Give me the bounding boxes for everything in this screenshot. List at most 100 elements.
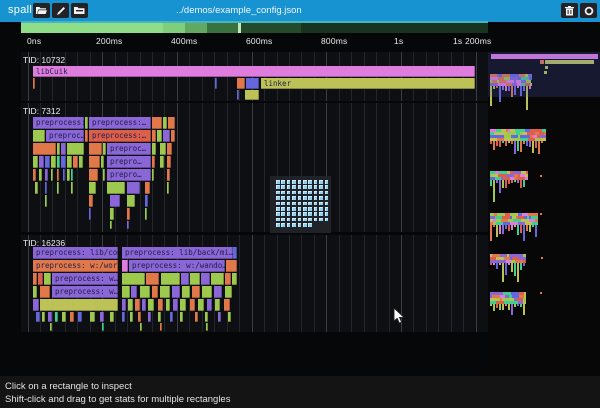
flame-rectangle[interactable] [233, 247, 237, 259]
flame-rectangle[interactable]: prepro… [107, 169, 151, 181]
flame-rectangle[interactable] [163, 117, 167, 129]
flame-rectangle[interactable] [73, 156, 78, 168]
flame-rectangle[interactable] [130, 312, 133, 322]
flame-rectangle[interactable] [33, 156, 38, 168]
flame-rectangle[interactable] [67, 156, 72, 168]
flame-rectangle[interactable] [42, 312, 45, 322]
flame-rectangle[interactable] [246, 78, 259, 89]
flame-rectangle[interactable] [57, 156, 60, 168]
flame-rectangle[interactable]: preprocess:… [33, 117, 84, 129]
flame-rectangle[interactable] [158, 299, 163, 311]
flame-rectangle[interactable] [40, 286, 50, 298]
flame-rectangle[interactable] [198, 299, 204, 311]
flame-rectangle[interactable] [163, 130, 170, 142]
flame-rectangle[interactable] [78, 312, 82, 322]
flame-rectangle[interactable] [110, 208, 114, 220]
flame-rectangle[interactable] [205, 312, 208, 322]
flame-rectangle[interactable] [167, 182, 169, 194]
flame-rectangle[interactable] [100, 312, 104, 322]
flame-rectangle[interactable] [148, 299, 154, 311]
flame-rectangle[interactable] [45, 156, 50, 168]
flame-rectangle[interactable] [122, 299, 126, 311]
flame-rectangle[interactable] [225, 286, 232, 298]
flame-rectangle[interactable] [228, 312, 231, 322]
flame-rectangle[interactable] [190, 273, 200, 285]
flame-rectangle[interactable]: preproc… [107, 143, 151, 155]
flame-rectangle[interactable]: preprocess: w… [52, 273, 118, 285]
flame-rectangle[interactable] [148, 312, 151, 322]
flame-rectangle[interactable] [67, 169, 70, 181]
flame-rectangle[interactable] [45, 195, 47, 207]
flame-rectangle[interactable] [152, 143, 156, 155]
minimap[interactable] [488, 52, 600, 376]
flame-rectangle[interactable] [39, 156, 44, 168]
flame-rectangle[interactable] [215, 78, 217, 89]
flame-rectangle[interactable] [173, 299, 178, 311]
flame-rectangle[interactable] [48, 312, 52, 322]
flame-rectangle[interactable] [33, 143, 56, 155]
flame-rectangle[interactable] [138, 312, 141, 322]
settings-button[interactable] [580, 3, 597, 18]
flame-rectangle[interactable] [215, 299, 220, 311]
flame-rectangle[interactable] [33, 286, 37, 298]
flame-rectangle[interactable] [103, 143, 106, 155]
flame-rectangle[interactable]: libCuik [33, 66, 475, 77]
flame-rectangle[interactable] [33, 78, 35, 89]
flame-rectangle[interactable] [38, 273, 43, 285]
flame-rectangle[interactable] [166, 299, 170, 311]
flame-rectangle[interactable] [45, 169, 48, 181]
flame-rectangle[interactable] [103, 169, 105, 181]
flame-rectangle[interactable] [140, 286, 150, 298]
flame-rectangle[interactable] [127, 208, 130, 220]
flame-rectangle[interactable] [122, 273, 145, 285]
flame-rectangle[interactable] [145, 208, 147, 220]
flame-rectangle[interactable] [172, 286, 180, 298]
flame-rectangle[interactable] [110, 312, 114, 322]
flame-rectangle[interactable] [102, 323, 104, 331]
edit-button[interactable] [52, 3, 69, 18]
flame-rectangle[interactable]: preprocess:… [89, 117, 151, 129]
flame-rectangle[interactable]: preprocess: lib/back/mi… [122, 247, 233, 259]
flame-rectangle[interactable] [245, 90, 259, 100]
flame-rectangle[interactable]: preprocess: w… [52, 286, 118, 298]
flame-rectangle[interactable]: preproc… [46, 130, 84, 142]
flame-rectangle[interactable] [50, 323, 52, 331]
flame-rectangle[interactable] [142, 299, 146, 311]
flame-rectangle[interactable] [51, 169, 53, 181]
flame-rectangle[interactable]: linker [261, 78, 475, 89]
flame-rectangle[interactable] [180, 312, 183, 322]
flame-rectangle[interactable] [85, 117, 88, 129]
flame-rectangle[interactable] [152, 156, 155, 168]
flame-rectangle[interactable] [122, 312, 125, 322]
flame-rectangle[interactable] [90, 312, 95, 322]
flame-rectangle[interactable] [158, 312, 161, 322]
flame-rectangle[interactable] [33, 169, 36, 181]
flame-rectangle[interactable] [190, 299, 195, 311]
flame-rectangle[interactable] [145, 195, 148, 207]
flame-rectangle[interactable] [167, 143, 172, 155]
flame-rectangle[interactable] [224, 299, 230, 311]
flame-rectangle[interactable] [160, 143, 166, 155]
flame-rectangle[interactable] [89, 195, 93, 207]
import-folder-button[interactable] [71, 3, 88, 18]
delete-trace-button[interactable] [561, 3, 578, 18]
flame-rectangle[interactable]: preprocess:… [89, 130, 151, 142]
flame-rectangle[interactable] [89, 169, 98, 181]
flame-rectangle[interactable] [122, 260, 128, 272]
flame-rectangle[interactable] [40, 299, 118, 311]
flame-rectangle[interactable] [51, 156, 56, 168]
flame-rectangle[interactable] [55, 312, 58, 322]
flame-rectangle[interactable] [168, 117, 175, 129]
flame-rectangle[interactable] [237, 90, 239, 100]
flame-rectangle[interactable] [71, 169, 73, 181]
flame-rectangle[interactable] [160, 323, 162, 331]
flame-rectangle[interactable] [218, 312, 221, 322]
flame-rectangle[interactable] [128, 299, 133, 311]
flame-rectangle[interactable] [101, 156, 104, 168]
flame-rectangle[interactable] [63, 169, 65, 181]
flame-rectangle[interactable] [110, 195, 120, 207]
flame-rectangle[interactable] [152, 169, 154, 181]
flame-rectangle[interactable] [33, 299, 39, 311]
flame-rectangle[interactable]: preprocess: w:/wando… [129, 260, 225, 272]
flame-rectangle[interactable] [145, 182, 150, 194]
